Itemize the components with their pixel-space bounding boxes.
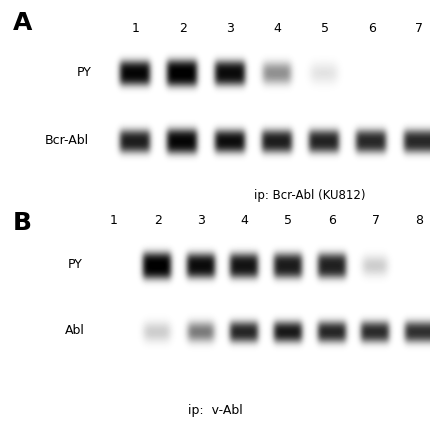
Text: 6: 6 <box>328 213 336 227</box>
Text: PY: PY <box>77 66 91 79</box>
Text: 2: 2 <box>179 22 187 35</box>
Text: 6: 6 <box>368 22 376 35</box>
Text: Abl: Abl <box>65 324 85 337</box>
Text: 4: 4 <box>241 213 249 227</box>
Text: 2: 2 <box>154 213 162 227</box>
Text: PY: PY <box>68 258 83 271</box>
Text: 1: 1 <box>132 22 139 35</box>
Text: 3: 3 <box>197 213 205 227</box>
Text: 8: 8 <box>415 213 423 227</box>
Text: Bcr-Abl: Bcr-Abl <box>45 134 89 147</box>
Text: 7: 7 <box>415 22 423 35</box>
Text: 5: 5 <box>321 22 329 35</box>
Text: 1: 1 <box>110 213 118 227</box>
Text: 5: 5 <box>284 213 292 227</box>
Text: 4: 4 <box>273 22 281 35</box>
Text: A: A <box>13 11 32 35</box>
Text: 7: 7 <box>372 213 380 227</box>
Text: ip: Bcr-Abl (KU812): ip: Bcr-Abl (KU812) <box>254 189 366 202</box>
Text: 3: 3 <box>226 22 234 35</box>
Text: B: B <box>13 211 32 235</box>
Text: ip:  v-Abl: ip: v-Abl <box>187 403 243 417</box>
